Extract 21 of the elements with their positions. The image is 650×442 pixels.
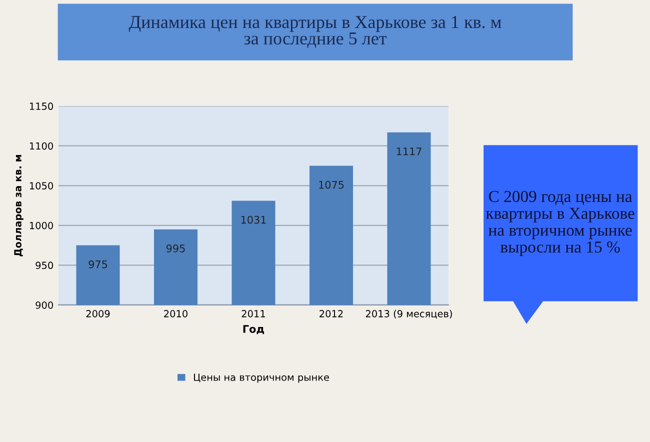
text: С 2009 года цены на квартиры в Харькове на вторичном рынке выросли на 15 % [486, 190, 634, 256]
x-tick-label: 2011 [242, 310, 265, 318]
data-label: 1117 [396, 148, 422, 156]
x-axis-title: Год [243, 325, 264, 334]
y-tick-label: 1000 [30, 222, 53, 230]
legend-label: Цены на вторичном рынке [194, 374, 329, 383]
chart-title: Динамика цен на квартиры в Харькове за 1 кв. м за последние 5 лет [128, 16, 502, 48]
y-tick-label: 950 [36, 262, 53, 270]
y-tick-label: 1050 [30, 182, 53, 190]
x-tick-label: 2013 (9 месяцев) [366, 310, 452, 319]
y-tick-label: 1100 [30, 142, 53, 150]
data-label: 1075 [319, 180, 344, 189]
data-label: 1031 [241, 216, 266, 224]
y-axis-title: Долларов за кв. м [14, 155, 24, 256]
x-tick-label: 2010 [164, 310, 188, 318]
data-label: 995 [166, 244, 185, 252]
y-tick-label: 900 [36, 301, 53, 309]
y-tick-label: 1150 [30, 102, 53, 110]
data-label: 975 [88, 260, 108, 268]
x-tick-label: 2009 [86, 310, 110, 318]
x-tick-label: 2012 [320, 310, 343, 318]
